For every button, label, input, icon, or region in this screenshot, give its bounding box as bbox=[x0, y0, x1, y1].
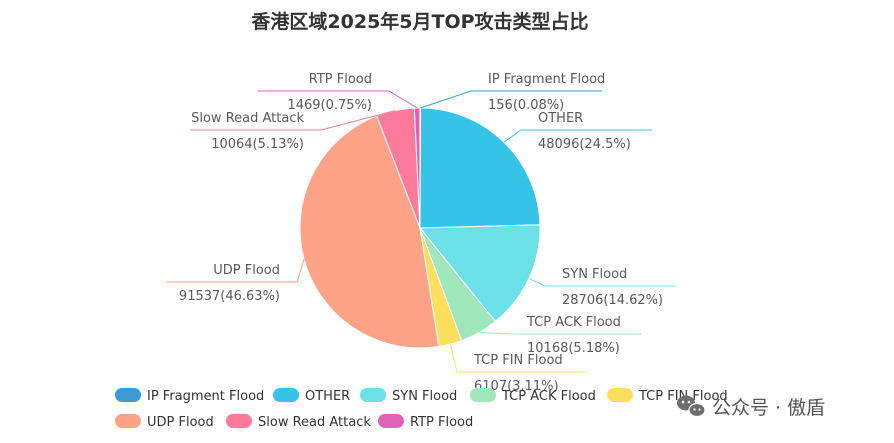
legend-item[interactable]: OTHER bbox=[273, 388, 350, 404]
slice-label-value: 10064(5.13%) bbox=[211, 137, 304, 152]
slice-label-name: TCP FIN Flood bbox=[473, 353, 563, 368]
legend-item[interactable]: Slow Read Attack bbox=[226, 414, 371, 430]
legend-label: IP Fragment Flood bbox=[147, 389, 264, 404]
slice-label-name: IP Fragment Flood bbox=[488, 72, 605, 87]
watermark-text: 公众号 · 傲盾 bbox=[712, 397, 825, 419]
legend-label: TCP ACK Flood bbox=[501, 389, 596, 404]
pie-slice[interactable] bbox=[419, 107, 541, 229]
legend-label: Slow Read Attack bbox=[258, 415, 371, 430]
legend-item[interactable]: TCP FIN Flood bbox=[607, 388, 728, 404]
legend: IP Fragment Flood OTHER SYN Flood TCP ACK F… bbox=[115, 388, 728, 430]
slice-label-name: OTHER bbox=[538, 111, 583, 126]
leader-line bbox=[479, 331, 641, 335]
slice-label-value: 156(0.08%) bbox=[488, 98, 564, 113]
legend-swatch bbox=[470, 388, 496, 402]
pie-slice[interactable] bbox=[299, 115, 440, 349]
pie-slice[interactable] bbox=[418, 224, 541, 323]
leader-line bbox=[190, 110, 396, 131]
leader-line bbox=[503, 129, 652, 143]
legend-item[interactable]: SYN Flood bbox=[360, 388, 457, 404]
leader-line bbox=[166, 259, 305, 283]
leader-line bbox=[528, 277, 676, 287]
slice-label-name: RTP Flood bbox=[309, 72, 372, 87]
legend-label: SYN Flood bbox=[392, 389, 457, 404]
slice-label-value: 28706(14.62%) bbox=[562, 293, 663, 308]
leader-line bbox=[420, 90, 602, 109]
legend-swatch bbox=[115, 414, 141, 428]
slice-label-name: TCP ACK Flood bbox=[526, 315, 621, 330]
slice-label-value: 6107(3.11%) bbox=[474, 379, 559, 394]
legend-item[interactable]: RTP Flood bbox=[378, 414, 473, 430]
slice-label-value: 1469(0.75%) bbox=[287, 98, 372, 113]
watermark: 公众号 · 傲盾 bbox=[677, 395, 825, 419]
legend-swatch bbox=[607, 388, 633, 402]
legend-item[interactable]: IP Fragment Flood bbox=[115, 388, 264, 404]
legend-swatch bbox=[226, 414, 252, 428]
legend-swatch bbox=[115, 388, 141, 402]
legend-swatch bbox=[273, 388, 299, 402]
legend-item[interactable]: UDP Flood bbox=[115, 414, 214, 430]
slice-label-name: Slow Read Attack bbox=[191, 111, 304, 126]
slice-label-value: 91537(46.63%) bbox=[179, 289, 280, 304]
legend-label: OTHER bbox=[305, 389, 350, 404]
slice-label-name: SYN Flood bbox=[562, 267, 627, 282]
slice-label-value: 48096(24.5%) bbox=[538, 137, 631, 152]
legend-label: UDP Flood bbox=[147, 415, 214, 430]
wechat-icon bbox=[677, 395, 706, 418]
legend-item[interactable]: TCP ACK Flood bbox=[470, 388, 596, 404]
slice-labels: IP Fragment Flood 156(0.08%)OTHER 48096(24… bbox=[166, 72, 676, 394]
legend-label: RTP Flood bbox=[410, 415, 473, 430]
pie-slices bbox=[299, 107, 541, 349]
legend-swatch bbox=[360, 388, 386, 402]
leader-line bbox=[449, 343, 588, 373]
legend-swatch bbox=[378, 414, 404, 428]
chart-title: 香港区域2025年5月TOP攻击类型占比 bbox=[250, 10, 588, 33]
slice-label-name: UDP Flood bbox=[213, 263, 280, 278]
leader-line bbox=[258, 90, 418, 109]
slice-label-value: 10168(5.18%) bbox=[527, 341, 620, 356]
